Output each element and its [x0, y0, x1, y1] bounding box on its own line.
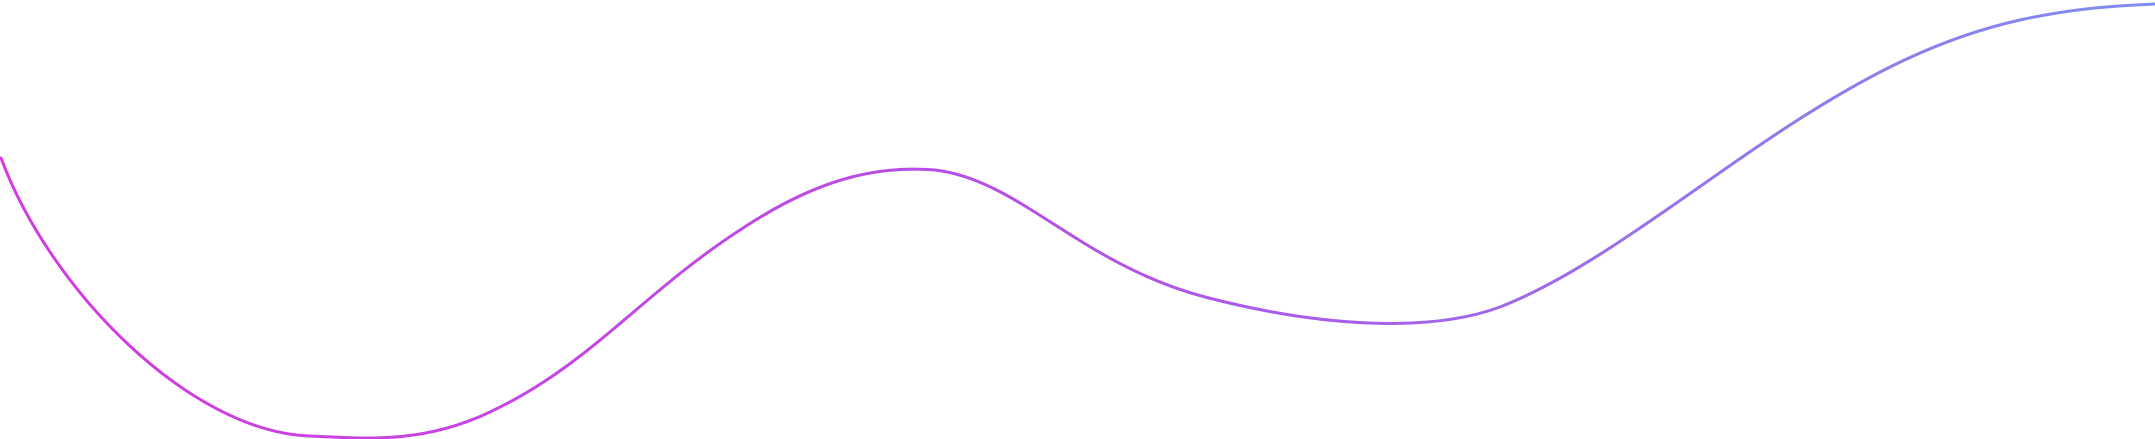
canvas: [0, 2, 2155, 439]
wave-line: [0, 2, 2155, 439]
decorative-wave: [0, 2, 2155, 439]
